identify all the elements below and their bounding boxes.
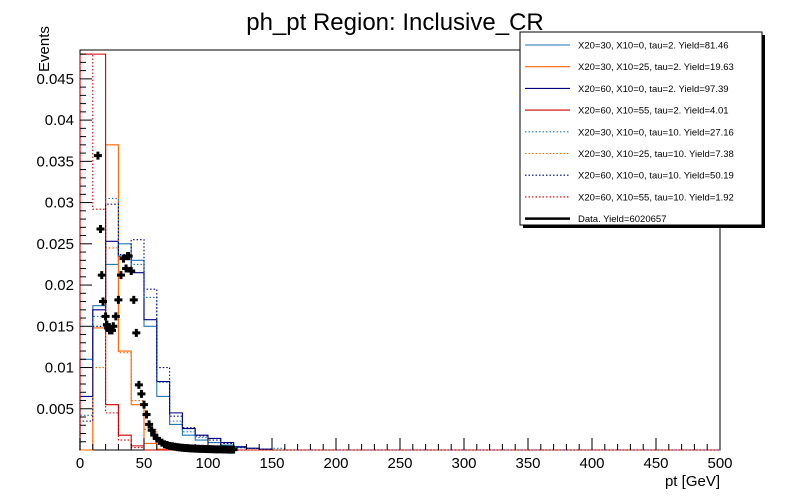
x-axis: 0 50 100 150 200 250 300 350 400 450 500 (76, 438, 733, 472)
data-point-24 (142, 410, 151, 419)
data-point-26 (147, 426, 156, 435)
legend-label: X20=60, X10=55, tau=2. Yield=4.01 (578, 106, 729, 117)
y-tick-label: 0.015 (36, 318, 74, 335)
data-point-17 (124, 252, 133, 261)
x-tick-label: 250 (387, 455, 412, 472)
data-points-layer (93, 151, 238, 454)
y-axis: 0.005 0.01 0.015 0.02 0.025 0.03 0.035 0.04 0.04… (36, 53, 92, 443)
y-tick-label: 0.025 (36, 236, 74, 253)
series-3-histogram (79, 240, 720, 451)
series-5-histogram (79, 197, 720, 451)
x-tick-label: 300 (451, 455, 476, 472)
data-point-21 (134, 380, 143, 389)
data-point-23 (140, 400, 148, 409)
data-point-19 (129, 295, 138, 304)
series-2-histogram (80, 144, 720, 451)
data-point-25 (145, 420, 154, 429)
data-point-13 (116, 271, 125, 280)
data-point-20 (132, 328, 141, 337)
data-point-2 (96, 224, 105, 233)
y-tick-label: 0.01 (45, 360, 74, 377)
data-point-22 (137, 389, 146, 398)
series-6-histogram (80, 247, 720, 451)
data-point-18 (127, 267, 136, 276)
x-tick-label: 100 (195, 455, 220, 472)
data-point-10 (109, 322, 118, 331)
x-tick-label: 400 (579, 455, 604, 472)
legend-label: X20=60, X10=55, tau=10. Yield=1.92 (578, 192, 734, 203)
y-axis-label: Events (36, 26, 53, 72)
data-point-1 (93, 151, 102, 160)
legend-label: X20=30, X10=0, tau=2. Yield=81.46 (578, 41, 729, 52)
y-tick-label: 0.02 (45, 277, 74, 294)
data-point-4 (99, 297, 108, 306)
y-tick-label: 0.03 (45, 195, 74, 212)
data-point-3 (97, 271, 106, 280)
chart-title: ph_pt Region: Inclusive_CR (246, 9, 544, 36)
legend: X20=30, X10=0, tau=2. Yield=81.46 X20=30,… (519, 31, 765, 228)
data-point-12 (114, 295, 123, 304)
y-tick-label: 0.04 (45, 112, 74, 129)
legend-label: X20=60, X10=0, tau=2. Yield=97.39 (578, 84, 729, 95)
legend-label: X20=60, X10=0, tau=10. Yield=50.19 (578, 171, 734, 182)
x-tick-label: 50 (136, 455, 153, 472)
y-tick-label: 0.005 (36, 401, 74, 418)
y-tick-label: 0.035 (36, 153, 74, 170)
x-tick-label: 200 (323, 455, 348, 472)
legend-label: Data. Yield=6020657 (578, 214, 666, 225)
x-tick-label: 450 (643, 455, 668, 472)
legend-label: X20=30, X10=25, tau=2. Yield=19.63 (578, 62, 734, 73)
series-1-histogram (79, 243, 720, 451)
x-axis-label: pt [GeV] (665, 473, 720, 490)
x-tick-label: 500 (707, 455, 732, 472)
legend-label: X20=30, X10=0, tau=10. Yield=27.16 (578, 127, 734, 138)
legend-box (519, 31, 763, 226)
x-tick-label: 350 (515, 455, 540, 472)
legend-label: X20=30, X10=25, tau=10. Yield=7.38 (578, 149, 734, 160)
x-tick-label: 150 (259, 455, 284, 472)
data-point-11 (111, 312, 120, 321)
data-point-15 (122, 264, 131, 273)
y-tick-label: 0.045 (36, 71, 74, 88)
data-point-5 (101, 312, 110, 321)
x-tick-label: 0 (76, 455, 84, 472)
